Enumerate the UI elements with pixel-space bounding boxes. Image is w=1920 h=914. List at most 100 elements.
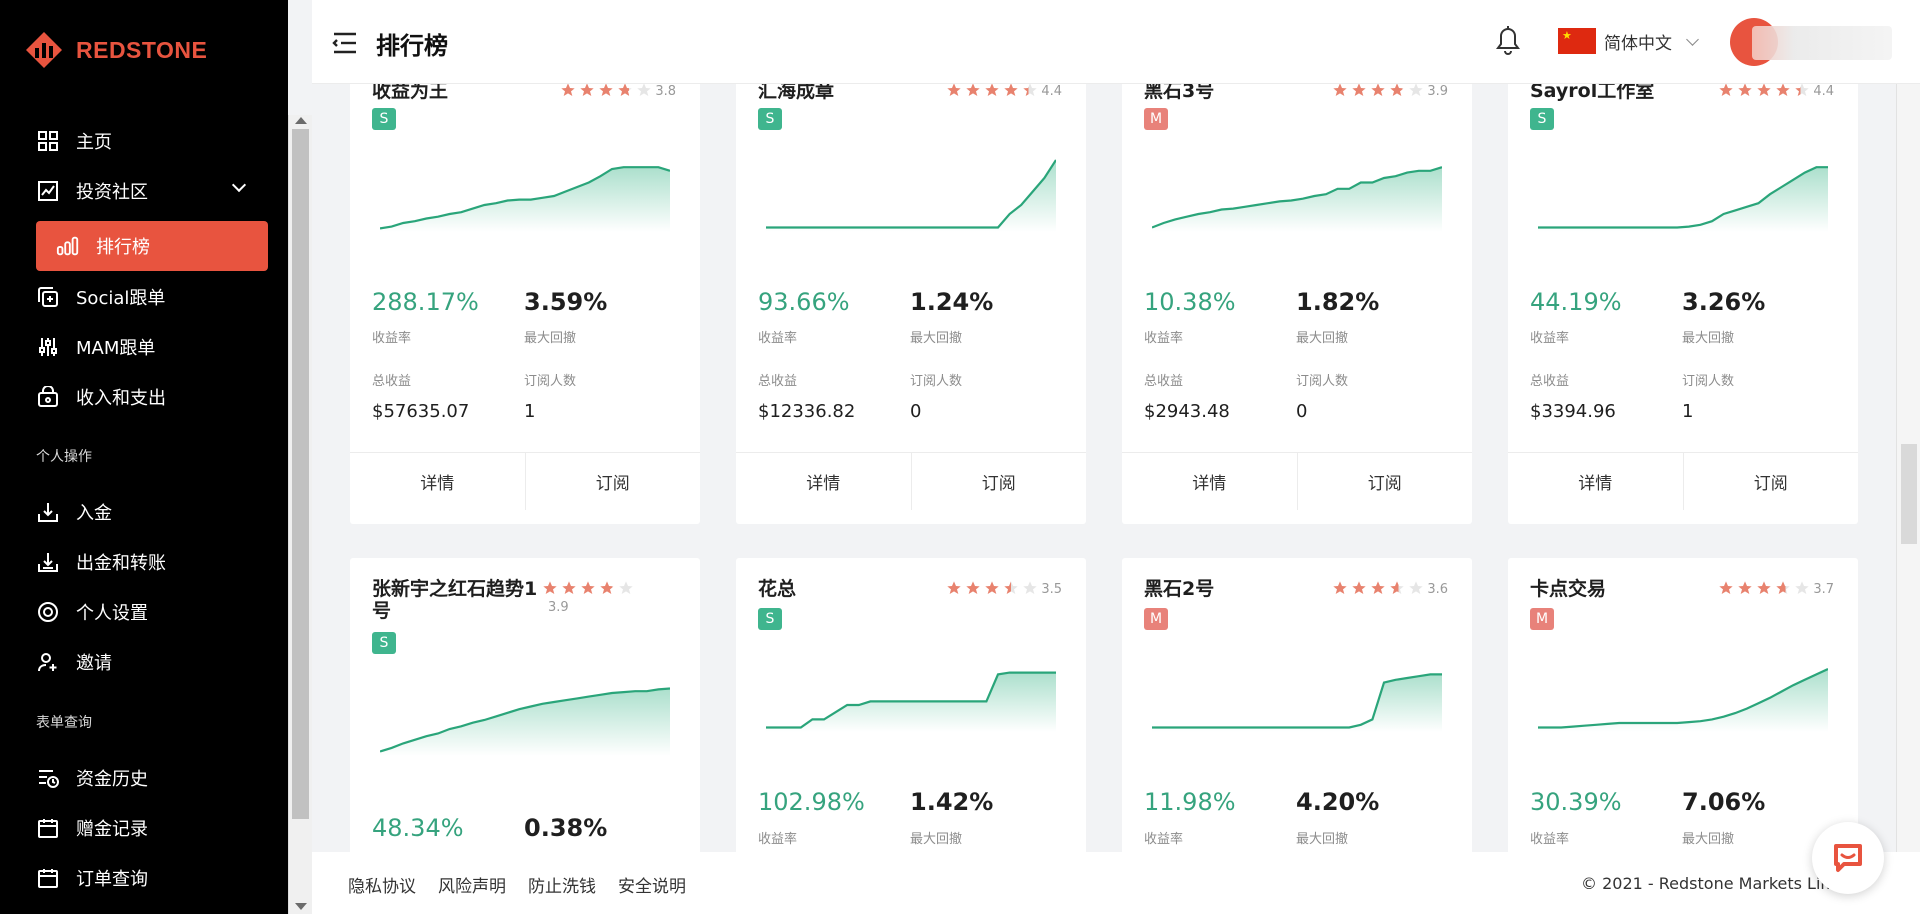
sidebar-item-income-expense[interactable]: 收入和支出 [36,372,268,422]
type-badge: S [758,108,782,130]
sidebar-item-label: 订单查询 [76,869,148,890]
scroll-down-icon[interactable] [295,903,307,910]
star-icon [619,581,633,594]
star-rating [1718,580,1810,596]
star-icon [1719,581,1733,594]
equity-line [1152,166,1442,229]
chevron-down-icon [1686,32,1699,46]
details-button[interactable]: 详情 [1578,474,1613,494]
language-selector[interactable]: ★ 简体中文 [1558,28,1699,54]
sidebar-item-mam-copy[interactable]: MAM跟单 [36,322,268,372]
star-rating [1718,84,1810,98]
user-plus-icon [36,650,60,674]
sidebar-item-home[interactable]: 主页 [36,116,268,166]
type-badge: S [758,608,782,630]
details-button[interactable]: 详情 [420,474,455,494]
subscribers-value: 0 [1296,401,1308,422]
return-rate-value: 44.19% [1530,288,1622,316]
return-rate-value: 10.38% [1144,288,1236,316]
sidebar-item-fund-history[interactable]: 资金历史 [36,753,268,803]
content-scrollbar[interactable] [1896,84,1920,852]
max-drawdown-label: 最大回撤 [910,331,963,346]
subscribers-label: 订阅人数 [524,374,577,389]
sidebar-item-order-query[interactable]: 订单查询 [36,853,268,903]
scroll-up-icon[interactable] [295,117,307,124]
sidebar-item-community[interactable]: 投资社区 [36,166,268,216]
redstone-logo-icon [24,30,64,70]
star-icon [1333,84,1347,96]
sidebar-item-social-copy[interactable]: Social跟单 [36,272,268,322]
sidebar-item-leaderboard[interactable]: 排行榜 [36,221,268,271]
trader-name: 汇海成章 [758,84,835,102]
top-header: 排行榜 ★ 简体中文 [312,0,1920,84]
language-label: 简体中文 [1604,33,1672,54]
sidebar-item-label: Social跟单 [76,288,166,309]
sidebar-item-personal-settings[interactable]: 个人设置 [36,587,268,637]
star-icon [947,84,961,96]
star-icon [561,84,575,96]
equity-curve [1538,166,1828,232]
rating-value: 3.8 [655,84,676,99]
sidebar-item-invite[interactable]: 邀请 [36,637,268,687]
menu-toggle-icon[interactable] [332,30,358,56]
copy-plus-icon [36,285,60,309]
section-personal: 个人操作 [36,449,92,465]
max-drawdown-label: 最大回撤 [910,832,963,847]
sidebar-item-label: 出金和转账 [76,553,166,574]
sidebar-item-label: 收入和支出 [76,388,166,409]
return-rate-value: 102.98% [758,788,865,816]
footer-links: 隐私协议 风险声明 防止洗钱 安全说明 [348,872,686,897]
max-drawdown-label: 最大回撤 [1296,331,1349,346]
max-drawdown-value: 3.59% [524,288,608,316]
chat-button[interactable] [1812,822,1884,894]
details-button[interactable]: 详情 [1192,474,1227,494]
max-drawdown-value: 1.42% [910,788,994,816]
scrollbar-thumb[interactable] [1901,444,1917,544]
star-icon [1390,581,1404,594]
return-rate-label: 收益率 [1144,331,1184,346]
logo[interactable]: REDSTONE [24,30,207,70]
footer-link-risk[interactable]: 风险声明 [438,877,506,897]
star-icon [1409,581,1423,594]
details-button[interactable]: 详情 [806,474,841,494]
settings-icon [36,600,60,624]
trader-name: 收益为王 [372,84,449,102]
sidebar-item-withdraw[interactable]: 出金和转账 [36,537,268,587]
bell-icon[interactable] [1494,24,1522,56]
bar-chart-icon [56,234,80,258]
return-rate-value: 48.34% [372,814,464,842]
card-actions: 详情 订阅 [350,452,700,510]
sidebar-item-deposit[interactable]: 入金 [36,487,268,537]
return-rate-value: 11.98% [1144,788,1236,816]
footer-link-privacy[interactable]: 隐私协议 [348,877,416,897]
subscribe-button[interactable]: 订阅 [1682,453,1859,510]
scrollbar-thumb[interactable] [292,129,309,819]
page-title: 排行榜 [376,32,448,60]
footer-link-aml[interactable]: 防止洗钱 [528,877,596,897]
gift-icon [36,816,60,840]
subscribe-button[interactable]: 订阅 [524,453,701,510]
equity-area [1538,167,1828,232]
total-profit-value: $57635.07 [372,401,470,422]
max-drawdown-value: 7.06% [1682,788,1766,816]
subscribe-button[interactable]: 订阅 [1296,453,1473,510]
chevron-down-icon[interactable] [231,177,247,193]
copyright: © 2021 - Redstone Markets Lim [1581,874,1836,893]
star-icon [1409,84,1423,96]
subscribe-button[interactable]: 订阅 [910,453,1087,510]
sidebar-item-label: 赠金记录 [76,819,148,840]
star-icon [1004,581,1018,594]
subscribers-value: 1 [1682,401,1694,422]
total-profit-label: 总收益 [372,374,412,389]
sidebar-item-bonus-records[interactable]: 赠金记录 [36,803,268,853]
page-footer: 隐私协议 风险声明 防止洗钱 安全说明 © 2021 - Redstone Ma… [312,852,1920,914]
wallet-icon [36,385,60,409]
sidebar-item-label: 投资社区 [76,182,148,203]
equity-curve [380,166,670,232]
sidebar-item-label: 主页 [76,132,112,153]
footer-link-security[interactable]: 安全说明 [618,877,686,897]
star-icon [599,84,613,96]
sidebar-scrollbar[interactable] [288,115,312,914]
rating-value: 3.9 [1427,84,1448,99]
equity-area [766,160,1056,232]
